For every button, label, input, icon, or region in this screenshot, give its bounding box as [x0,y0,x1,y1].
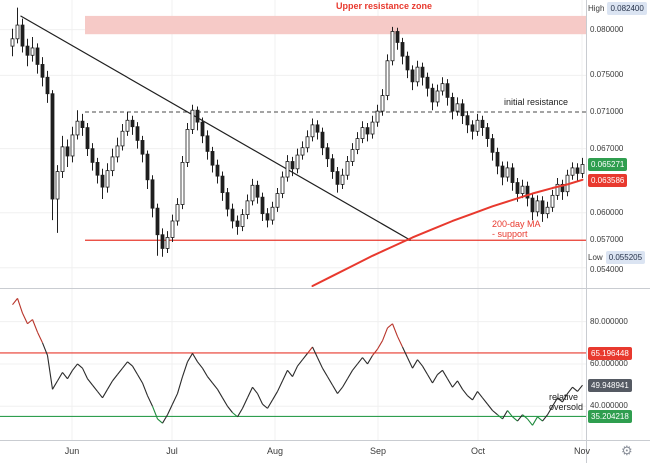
high-label: High [588,4,605,13]
settings-gear-icon[interactable]: ⚙ [621,443,633,458]
price-tick-0057: 0.057000 [590,235,624,244]
high-value-badge: 0.082400 [607,2,647,15]
relative-oversold-line1: relative [549,392,579,402]
rsi-tick-60: 60.000000 [590,359,628,368]
low-row: Low 0.055205 [588,251,646,264]
month-label-aug: Aug [266,446,284,456]
relative-oversold-line2: oversold [549,402,584,412]
ma-support-label-line2: - support [492,229,528,239]
ma-support-label[interactable]: 200-day MA - support [492,219,541,239]
month-label-jul: Jul [166,446,178,456]
initial-resistance-label[interactable]: initial resistance [504,97,569,107]
upper-resistance-zone-label[interactable]: Upper resistance zone [336,1,433,11]
ma-value-badge: 0.063586 [588,174,628,187]
price-tick-0071: 0.071000 [590,107,624,116]
relative-oversold-label[interactable]: relative oversold [549,392,583,412]
rsi-last-value-badge: 49.948941 [588,379,632,392]
low-label: Low [588,253,603,262]
rsi-tick-80: 80.000000 [590,317,628,326]
price-tick-0075: 0.075000 [590,70,624,79]
month-label-nov: Nov [573,446,591,456]
price-tick-0060: 0.060000 [590,208,624,217]
low-value-badge: 0.055205 [605,251,646,264]
month-label-oct: Oct [470,446,486,456]
high-row: High 0.082400 [588,2,647,15]
rsi-upper-band-badge: 65.196448 [588,347,632,360]
month-label-sep: Sep [369,446,387,456]
price-scale[interactable]: High 0.082400 0.080000 0.075000 0.071000… [587,0,650,440]
month-label-jun: Jun [64,446,80,456]
time-scale[interactable]: Jun Jul Aug Sep Oct Nov ⚙ [0,441,650,463]
rsi-tick-40: 40.000000 [590,401,628,410]
price-tick-0054: 0.054000 [590,265,624,274]
price-tick-0067: 0.067000 [590,144,624,153]
last-price-badge: 0.065271 [588,158,628,171]
rsi-lower-band-badge: 35.204218 [588,410,632,423]
ma-support-label-line1: 200-day MA [492,219,541,229]
price-tick-0080: 0.080000 [590,25,624,34]
